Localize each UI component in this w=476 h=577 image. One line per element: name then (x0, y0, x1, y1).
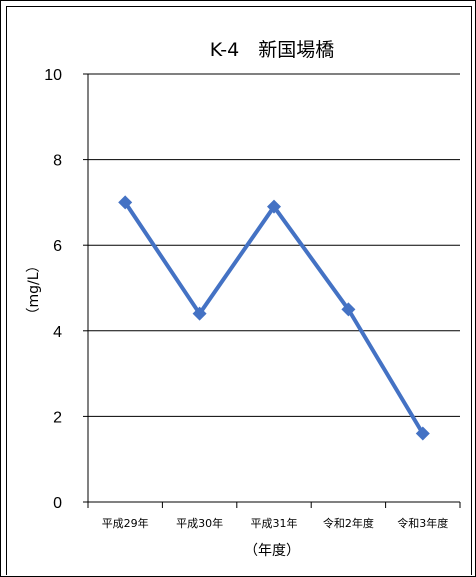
series-line (118, 195, 430, 441)
y-tick-label: 0 (53, 495, 62, 512)
x-axis-label: （年度） (244, 543, 300, 559)
y-tick-label: 8 (53, 153, 62, 170)
data-point-marker (267, 199, 281, 214)
x-tick-label: 令和3年度 (397, 516, 448, 530)
gridlines (88, 73, 460, 417)
x-tick-label: 平成31年 (251, 516, 298, 530)
data-point-marker (192, 306, 207, 321)
y-tick-label: 6 (53, 238, 62, 255)
data-point-marker (118, 195, 133, 210)
series-path (123, 201, 425, 435)
y-tick-label: 4 (53, 324, 62, 341)
x-tick-label: 平成29年 (102, 516, 149, 530)
x-axis: 平成29年 平成30年 平成31年 令和2年度 令和3年度 (87, 74, 461, 530)
y-axis-label: （mg/L） (26, 258, 42, 321)
data-point-marker (415, 426, 430, 441)
chart-title: K-4 新国場橋 (210, 39, 334, 61)
y-tick-labels: 0 2 4 6 8 10 (44, 67, 88, 512)
data-point-marker (341, 302, 356, 317)
x-tick-label: 平成30年 (176, 516, 223, 530)
y-tick-label: 10 (44, 67, 62, 84)
chart-area-border (6, 6, 472, 575)
x-tick-label: 令和2年度 (323, 516, 374, 530)
y-tick-label: 2 (53, 409, 62, 426)
